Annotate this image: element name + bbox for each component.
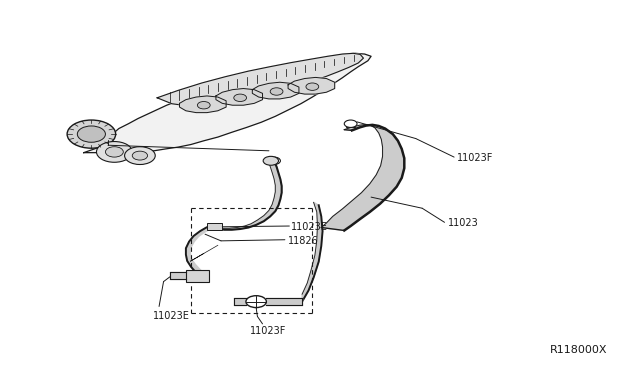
- Circle shape: [197, 102, 210, 109]
- Circle shape: [344, 120, 357, 128]
- Circle shape: [268, 157, 280, 164]
- Circle shape: [132, 151, 148, 160]
- Polygon shape: [252, 82, 299, 99]
- Polygon shape: [321, 125, 404, 231]
- Bar: [207, 223, 222, 231]
- Text: 11023F: 11023F: [250, 326, 286, 336]
- Circle shape: [306, 83, 319, 90]
- Polygon shape: [186, 225, 218, 276]
- Circle shape: [263, 156, 278, 165]
- Text: 11826: 11826: [288, 236, 319, 246]
- Text: 11023F: 11023F: [458, 153, 493, 163]
- Polygon shape: [302, 202, 323, 302]
- Polygon shape: [234, 298, 246, 305]
- Polygon shape: [212, 161, 282, 230]
- Text: 11023: 11023: [448, 218, 479, 228]
- Bar: [346, 121, 355, 126]
- Polygon shape: [288, 77, 335, 94]
- Polygon shape: [216, 89, 262, 105]
- Circle shape: [270, 88, 283, 95]
- Circle shape: [246, 296, 266, 308]
- Text: 11023E: 11023E: [153, 311, 189, 321]
- Circle shape: [77, 126, 106, 142]
- Polygon shape: [170, 272, 186, 279]
- Bar: [186, 270, 209, 282]
- Text: 11023E: 11023E: [291, 222, 328, 232]
- Text: R118000X: R118000X: [550, 345, 607, 355]
- Circle shape: [234, 94, 246, 102]
- Circle shape: [67, 120, 116, 148]
- Circle shape: [106, 147, 124, 157]
- Polygon shape: [266, 298, 302, 305]
- Polygon shape: [157, 53, 364, 106]
- Polygon shape: [84, 53, 371, 153]
- Circle shape: [97, 141, 132, 162]
- Circle shape: [125, 147, 156, 164]
- Polygon shape: [179, 96, 226, 113]
